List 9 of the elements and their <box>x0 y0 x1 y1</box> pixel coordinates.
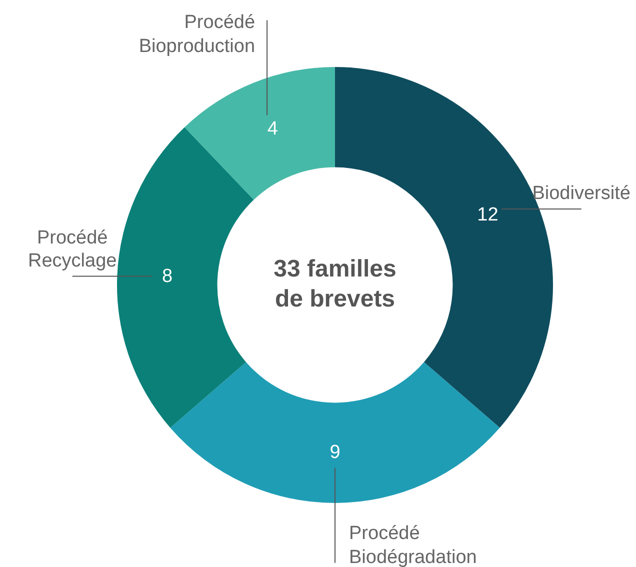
data-label: 9 <box>330 442 340 464</box>
data-label: 4 <box>267 118 278 140</box>
data-label: 12 <box>477 204 498 226</box>
slice-label: Procédé Recyclage <box>28 227 117 272</box>
slice-label: Procédé Bioproduction <box>138 12 256 58</box>
slice-label: Biodiversité <box>532 183 630 204</box>
slice-label: Procédé Biodégradation <box>349 522 477 567</box>
data-label: 8 <box>162 266 173 288</box>
text: 33 familles de brevets <box>274 256 396 313</box>
